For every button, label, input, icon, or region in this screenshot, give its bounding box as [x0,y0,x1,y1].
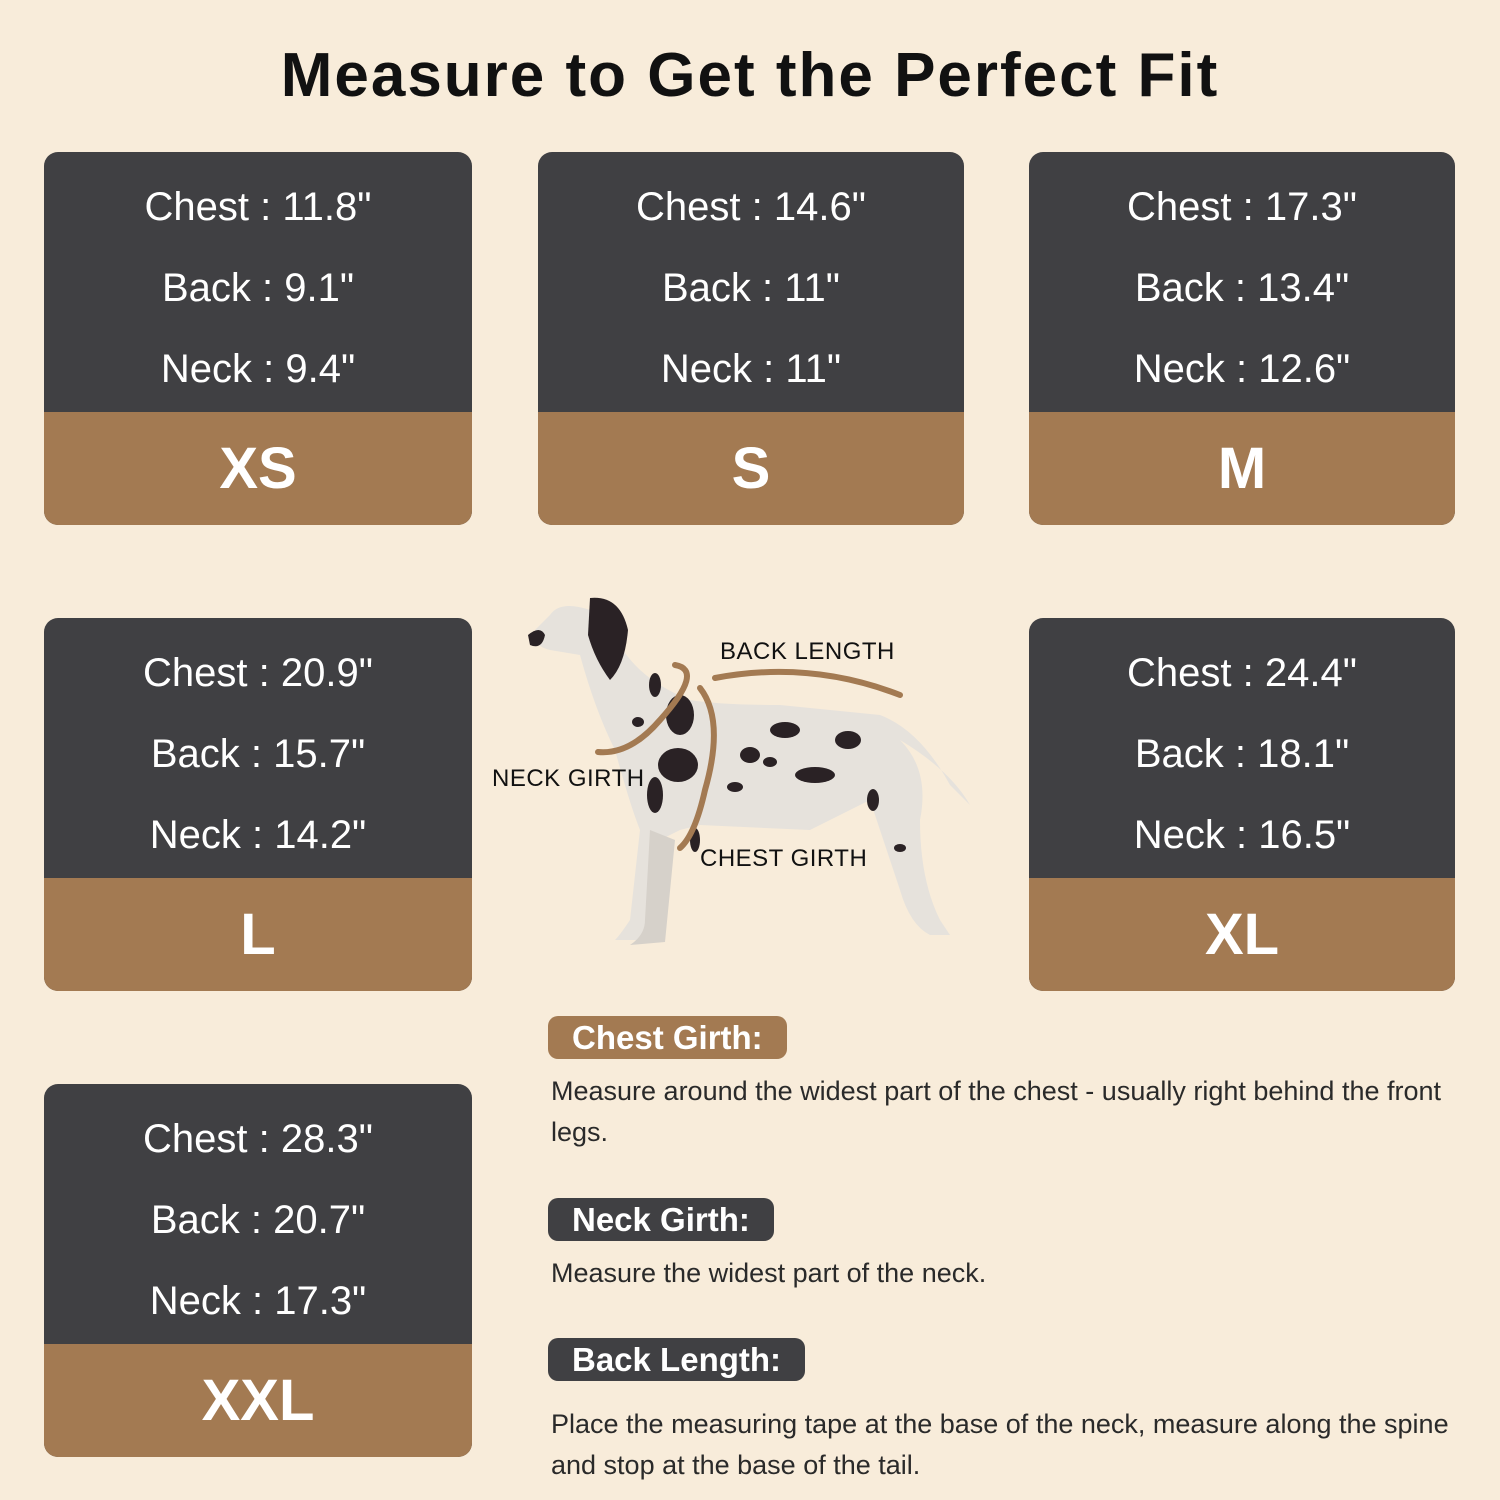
neck-girth-badge: Neck Girth: [548,1198,774,1241]
size-label: S [538,412,964,525]
size-card-s: Chest : 14.6" Back : 11" Neck : 11" S [538,152,964,525]
neck-girth-description: Measure the widest part of the neck. [551,1258,987,1288]
back-value: Back : 9.1" [161,266,355,310]
neck-value: Neck : 16.5" [1133,813,1351,857]
neck-value: Neck : 11" [660,347,842,391]
page-title: Measure to Get the Perfect Fit [280,41,1220,110]
chest-girth-badge: Chest Girth: [548,1016,787,1059]
size-card-m: Chest : 17.3" Back : 13.4" Neck : 12.6" … [1029,152,1455,525]
size-label: XS [44,412,472,525]
back-length-line [712,668,903,698]
neck-girth-label: NECK GIRTH [492,765,645,792]
size-card-xl: Chest : 24.4" Back : 18.1" Neck : 16.5" … [1029,618,1455,991]
back-value: Back : 11" [662,266,840,310]
back-value: Back : 15.7" [150,732,366,776]
size-card-l: Chest : 20.9" Back : 15.7" Neck : 14.2" … [44,618,472,991]
size-card-xxl: Chest : 28.3" Back : 20.7" Neck : 17.3" … [44,1084,472,1457]
neck-value: Neck : 12.6" [1133,347,1351,391]
chest-girth-label: CHEST GIRTH [700,845,868,872]
chest-girth-description: Measure around the widest part of the ch… [551,1076,1442,1147]
chest-value: Chest : 14.6" [636,185,866,229]
chest-value: Chest : 17.3" [1127,185,1357,229]
back-value: Back : 18.1" [1134,732,1350,776]
neck-value: Neck : 9.4" [160,347,356,391]
back-length-badge: Back Length: [548,1338,806,1381]
chest-value: Chest : 28.3" [143,1117,373,1161]
chest-value: Chest : 11.8" [144,185,372,229]
size-label: L [44,878,472,991]
dalmatian-illustration [528,597,985,945]
size-label: XL [1029,878,1455,991]
chest-value: Chest : 20.9" [143,651,373,695]
back-value: Back : 13.4" [1134,266,1350,310]
back-length-description: Place the measuring tape at the base of … [551,1409,1449,1480]
neck-girth-ring [595,662,690,756]
neck-value: Neck : 14.2" [149,813,367,857]
size-label: XXL [44,1344,472,1457]
size-label: M [1029,412,1455,525]
neck-value: Neck : 17.3" [149,1279,367,1323]
chest-girth-ring [677,685,717,851]
size-card-xs: Chest : 11.8" Back : 9.1" Neck : 9.4" XS [44,152,472,525]
back-value: Back : 20.7" [150,1198,366,1242]
chest-value: Chest : 24.4" [1127,651,1357,695]
back-length-label: BACK LENGTH [720,638,895,665]
